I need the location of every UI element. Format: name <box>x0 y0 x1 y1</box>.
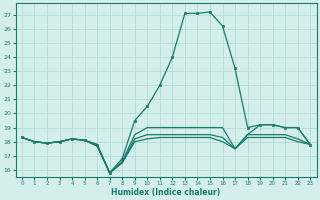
X-axis label: Humidex (Indice chaleur): Humidex (Indice chaleur) <box>111 188 221 197</box>
